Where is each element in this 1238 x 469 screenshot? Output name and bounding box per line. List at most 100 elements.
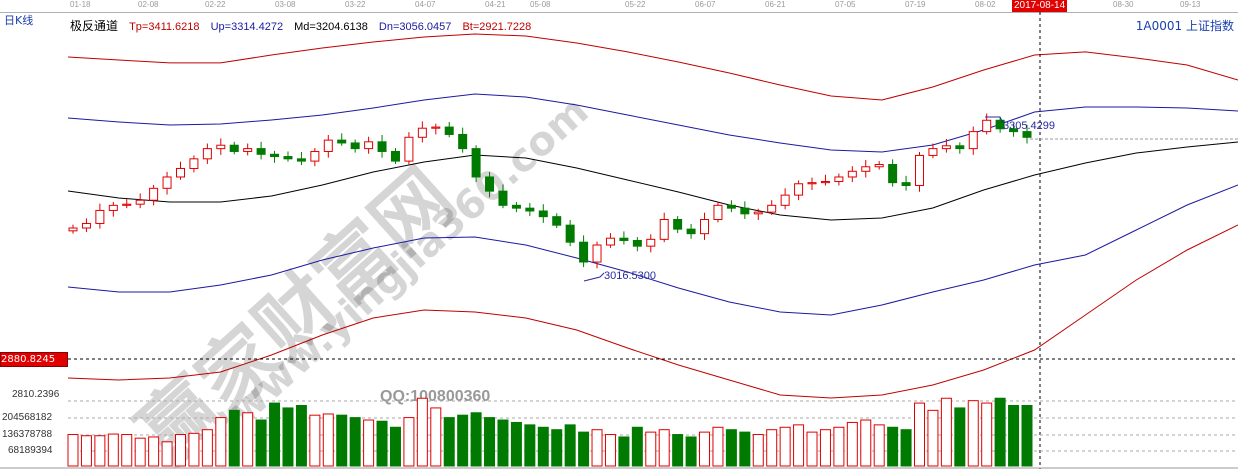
- candle-body: [874, 163, 884, 168]
- volume-bar: [779, 426, 791, 467]
- candle-body: [713, 204, 723, 220]
- candle-body: [431, 126, 441, 129]
- volume-axis-label: 204568182: [2, 412, 53, 423]
- candle-body: [229, 144, 239, 152]
- volume-bar: [255, 419, 267, 467]
- volume-bar: [524, 424, 536, 467]
- candle-body: [175, 167, 185, 178]
- volume-bar: [578, 431, 590, 467]
- volume-bar: [430, 407, 442, 467]
- volume-bar: [242, 412, 254, 467]
- volume-axis-label: 136378788: [2, 429, 53, 440]
- volume-bar: [94, 435, 106, 467]
- candle-body: [108, 204, 118, 211]
- candle-body: [498, 190, 508, 206]
- volume-bar: [981, 402, 993, 467]
- date-tick: 05-22: [625, 0, 646, 9]
- date-tick: 03-22: [345, 0, 366, 9]
- volume-bar: [416, 397, 428, 467]
- candle-body: [928, 148, 938, 156]
- volume-bar: [403, 417, 415, 467]
- volume-bar: [510, 421, 522, 467]
- volume-bar: [67, 434, 79, 467]
- candle-body: [243, 148, 253, 152]
- candle-body: [377, 141, 387, 152]
- volume-bar: [564, 424, 576, 467]
- volume-bar: [470, 412, 482, 467]
- high-annotation: 3305.4299: [1003, 120, 1055, 132]
- volume-bar: [497, 419, 509, 467]
- volume-bar: [887, 426, 899, 467]
- candle-body: [941, 145, 951, 150]
- candle-body: [485, 176, 495, 192]
- volume-bar: [269, 402, 281, 467]
- candle-body: [861, 166, 871, 172]
- candle-body: [982, 119, 992, 133]
- band-line-tp: [67, 33, 1238, 101]
- candle-body: [471, 148, 481, 178]
- volume-axis-label: 68189394: [8, 445, 53, 456]
- candle-body: [592, 244, 602, 263]
- candle-body: [605, 237, 615, 246]
- period-label[interactable]: 日K线: [4, 14, 34, 27]
- volume-bar: [927, 409, 939, 467]
- volume-bar: [914, 402, 926, 467]
- volume-bar: [215, 417, 227, 467]
- date-tick: 05-08: [530, 0, 551, 9]
- volume-bar: [309, 414, 321, 467]
- band-line-bt: [67, 224, 1238, 399]
- candle-body: [915, 154, 925, 186]
- volume-bar: [551, 429, 563, 467]
- candle-body: [525, 207, 535, 212]
- volume-bar: [322, 413, 334, 467]
- candle-body: [350, 142, 360, 150]
- candle-body: [337, 139, 347, 144]
- date-tick: 2017-08-14: [1012, 0, 1068, 12]
- candle-body: [1009, 128, 1019, 133]
- volume-bar: [994, 397, 1006, 467]
- volume-bar: [188, 432, 200, 467]
- candle-body: [444, 126, 454, 135]
- volume-bar: [954, 407, 966, 467]
- candle-body: [686, 228, 696, 235]
- volume-bar: [631, 426, 643, 467]
- legend-bt: Bt=2921.7228: [462, 21, 532, 33]
- legend-md: Md=3204.6138: [294, 21, 368, 33]
- volume-bar: [1008, 405, 1020, 467]
- candle-body: [390, 150, 400, 162]
- volume-bar: [537, 426, 549, 467]
- volume-bar: [134, 437, 146, 467]
- volume-bar: [766, 429, 778, 467]
- volume-bar: [282, 407, 294, 467]
- candle-body: [538, 210, 548, 218]
- candle-body: [659, 218, 669, 240]
- high-marker: [985, 116, 1004, 124]
- volume-bar: [591, 429, 603, 467]
- candle-body: [673, 218, 683, 230]
- date-tick: 07-05: [835, 0, 856, 9]
- volume-bar: [806, 431, 818, 467]
- volume-bar: [685, 436, 697, 467]
- candle-body: [888, 163, 898, 184]
- candle-body: [753, 211, 763, 215]
- candle-body: [270, 153, 280, 158]
- volume-bar: [658, 429, 670, 467]
- volume-bar: [295, 405, 307, 467]
- candle-body: [1022, 131, 1032, 138]
- candle-body: [740, 207, 750, 215]
- candle-body: [458, 133, 468, 150]
- candle-body: [417, 127, 427, 138]
- volume-bar: [363, 419, 375, 467]
- candle-body: [820, 181, 830, 184]
- volume-bar: [80, 435, 92, 467]
- volume-bar: [712, 426, 724, 467]
- volume-bar: [645, 431, 657, 467]
- volume-axis-label: 2810.2396: [12, 389, 60, 400]
- candle-body: [847, 170, 857, 178]
- candle-body: [968, 131, 978, 150]
- candle-body: [283, 156, 293, 160]
- legend-up: Up=3314.4272: [210, 21, 284, 33]
- candle-body: [162, 176, 172, 189]
